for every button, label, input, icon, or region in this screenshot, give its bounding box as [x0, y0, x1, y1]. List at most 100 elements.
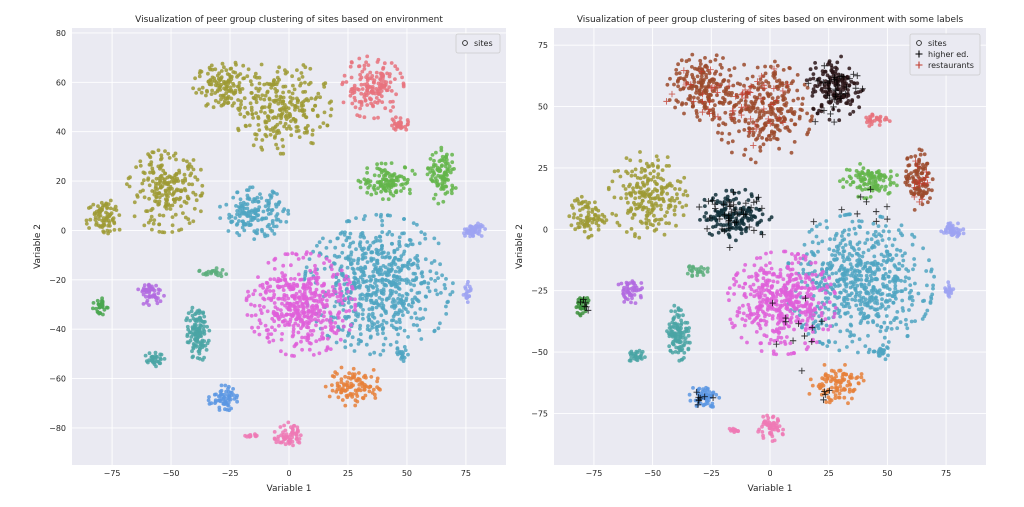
scatter-point-orange-bottom: [323, 384, 328, 389]
scatter-point-black-teal-mid: [702, 214, 707, 219]
scatter-point-olive-left: [634, 206, 638, 211]
scatter-point-magenta-main: [281, 319, 286, 324]
scatter-point-red-top: [365, 103, 370, 107]
scatter-point-olive-left: [167, 191, 172, 196]
scatter-point-magenta-main: [290, 251, 295, 256]
scatter-point-green-right: [382, 177, 386, 182]
scatter-point-magenta-main: [331, 325, 336, 329]
scatter-point-red-top: [348, 89, 353, 94]
scatter-point-teal-mid: [248, 185, 253, 190]
scatter-point-olive-left: [653, 218, 657, 223]
scatter-point-teal-main: [402, 278, 407, 283]
scatter-point-olive-left: [138, 163, 143, 168]
scatter-point-teal-left-col: [188, 318, 193, 323]
scatter-point-green-right: [383, 161, 388, 166]
scatter-point-magenta-main: [338, 285, 343, 290]
scatter-point-olive-top-large: [318, 125, 322, 129]
scatter-point-teal-main: [405, 292, 410, 297]
scatter-point-olive-left: [173, 178, 178, 183]
scatter-point-black-teal-mid: [755, 223, 760, 227]
scatter-point-teal-main: [380, 218, 384, 223]
scatter-point-purple-left: [150, 293, 155, 298]
scatter-point-brown-top: [674, 71, 679, 76]
scatter-point-magenta-main: [253, 313, 258, 317]
scatter-point-teal-main: [848, 240, 853, 244]
scatter-point-teal-mid: [227, 212, 232, 217]
scatter-point-teal-main: [859, 282, 864, 287]
scatter-point-brown-top: [665, 82, 670, 87]
scatter-point-brown-far-right: [914, 168, 918, 173]
scatter-point-teal-mid: [250, 199, 255, 204]
scatter-point-green-right: [368, 183, 372, 188]
scatter-point-black-top: [839, 54, 843, 59]
scatter-point-teal-main: [879, 325, 884, 329]
scatter-point-teal-main: [380, 244, 384, 249]
scatter-point-olive-top-large: [306, 123, 310, 128]
scatter-point-olive-top-large: [321, 121, 326, 125]
scatter-point-pink-bottom: [291, 443, 295, 448]
scatter-point-green-small-left: [95, 298, 100, 303]
scatter-point-black-top: [811, 76, 816, 81]
scatter-point-magenta-main: [292, 283, 297, 288]
scatter-point-olive-left: [659, 207, 663, 212]
scatter-point-red-small: [398, 116, 403, 120]
scatter-point-teal-main: [409, 288, 414, 293]
scatter-point-teal-main: [850, 219, 855, 224]
scatter-point-teal-main: [860, 254, 865, 259]
scatter-point-purple-left: [141, 292, 146, 297]
scatter-point-teal-mid: [263, 234, 267, 239]
scatter-point-blue-bottom: [217, 398, 222, 403]
scatter-point-red-top: [353, 98, 358, 103]
scatter-point-teal-mid: [234, 204, 238, 208]
scatter-point-teal-mid: [242, 228, 247, 233]
scatter-point-olive-top-large: [327, 101, 332, 105]
scatter-point-red-top: [387, 85, 392, 89]
scatter-point-teal-main: [375, 320, 380, 324]
scatter-point-teal-main: [810, 240, 815, 245]
scatter-point-olive-top: [208, 78, 213, 82]
scatter-point-teal-left-col: [193, 331, 198, 336]
scatter-point-olive-top: [237, 84, 241, 88]
scatter-point-red-top: [370, 74, 375, 78]
scatter-point-green-far-right: [429, 177, 433, 182]
scatter-point-green-right: [382, 186, 386, 190]
scatter-point-teal-small: [146, 360, 150, 365]
scatter-point-brown-top: [692, 95, 696, 100]
left-chart-title: Visualization of peer group clustering o…: [135, 15, 443, 25]
scatter-point-teal-main: [845, 297, 850, 302]
scatter-point-olive-left: [640, 221, 644, 225]
scatter-point-olive-left: [638, 159, 643, 163]
scatter-point-teal-main: [367, 274, 372, 279]
scatter-point-olive-left: [173, 212, 178, 217]
scatter-point-magenta-main: [302, 286, 307, 291]
scatter-point-olive-left: [168, 207, 173, 211]
scatter-point-teal-main: [832, 257, 836, 262]
scatter-point-brown-top-large: [791, 98, 796, 103]
scatter-point-magenta-main: [302, 296, 307, 301]
scatter-point-red-top: [350, 101, 355, 106]
scatter-point-brown-top-large: [781, 68, 786, 72]
scatter-point-teal-mid: [263, 204, 268, 209]
scatter-point-brown-top-large: [784, 80, 789, 85]
scatter-point-teal-main: [349, 305, 354, 309]
scatter-point-black-teal-mid: [760, 212, 765, 217]
scatter-point-teal-main: [373, 277, 378, 282]
scatter-point-green-far-right: [431, 164, 436, 169]
scatter-point-magenta-main: [324, 348, 329, 353]
scatter-point-brown-top-large: [760, 81, 764, 85]
scatter-point-teal-main: [876, 242, 881, 246]
scatter-point-olive-left: [653, 187, 657, 192]
scatter-point-olive-top-large: [251, 116, 256, 120]
scatter-point-olive-top-large: [293, 119, 298, 124]
scatter-point-olive-left: [190, 182, 195, 187]
scatter-point-brown-top-large: [737, 119, 741, 123]
scatter-point-teal-mid: [252, 237, 257, 242]
scatter-point-magenta-main: [347, 308, 352, 313]
scatter-point-teal-mid: [224, 202, 229, 207]
scatter-point-magenta-main: [258, 292, 263, 297]
scatter-point-magenta-main: [346, 289, 350, 294]
scatter-point-olive-top: [191, 86, 196, 91]
scatter-point-teal-main: [854, 303, 859, 308]
scatter-point-teal-main: [845, 328, 850, 333]
scatter-point-magenta-main: [244, 296, 249, 301]
